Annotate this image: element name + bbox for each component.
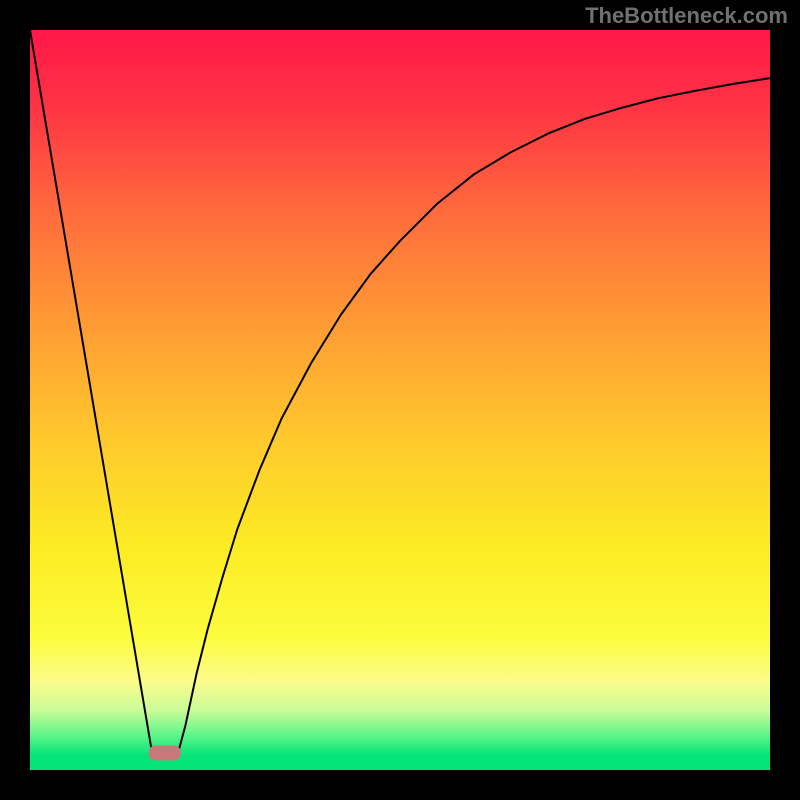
chart-container: TheBottleneck.com	[0, 0, 800, 800]
valley-marker	[149, 746, 181, 761]
watermark-text: TheBottleneck.com	[585, 3, 788, 28]
bottleneck-chart: TheBottleneck.com	[0, 0, 800, 800]
chart-background	[30, 30, 770, 770]
